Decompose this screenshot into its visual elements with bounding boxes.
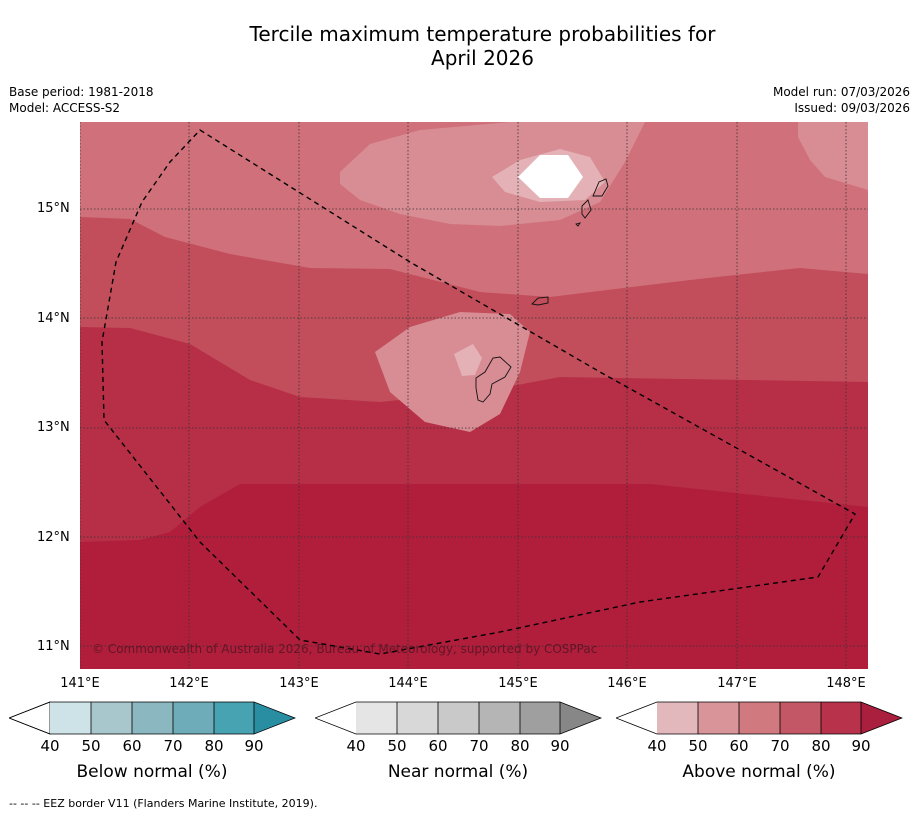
colorbar-below-tick: 40 <box>40 737 60 755</box>
colorbar-below-seg-4 <box>173 702 214 734</box>
lat-label-13n: 13°N <box>37 420 70 435</box>
colorbar-below-seg-3 <box>132 702 173 734</box>
map-svg <box>80 122 868 669</box>
colorbar-near-high-arrow <box>560 702 601 734</box>
colorbar-below-tick: 80 <box>204 737 224 755</box>
colorbar-near-tick: 50 <box>387 737 407 755</box>
colorbar-near-low-arrow <box>315 702 356 734</box>
colorbar-above-seg-5 <box>821 702 861 734</box>
colorbar-above-seg-2 <box>698 702 739 734</box>
band-white-north <box>518 155 583 198</box>
colorbar-above-low-arrow <box>616 702 657 734</box>
colorbar-near-label: Near normal (%) <box>387 762 529 782</box>
colorbar-below <box>9 701 296 735</box>
band-above-40-50-central <box>454 344 482 376</box>
colorbar-below-tick: 50 <box>81 737 101 755</box>
base-period: Base period: 1981-2018 <box>9 85 154 99</box>
colorbar-near-tick: 40 <box>346 737 366 755</box>
chart-title: Tercile maximum temperature probabilitie… <box>0 22 919 70</box>
colorbar-above-seg-4 <box>780 702 821 734</box>
island-saipan <box>592 178 609 197</box>
meta-right: Model run: 07/03/2026 Issued: 09/03/2026 <box>773 84 910 116</box>
model-run: Model run: 07/03/2026 <box>772 85 910 99</box>
colorbar-below-seg-1 <box>50 702 91 734</box>
chart-title-line1: Tercile maximum temperature probabilitie… <box>249 22 716 46</box>
probability-map: © Commonwealth of Australia 2026, Bureau… <box>80 122 868 669</box>
colorbar-near-seg-2 <box>397 702 438 734</box>
lat-label-12n: 12°N <box>37 530 70 545</box>
colorbar-near-tick: 90 <box>550 737 570 755</box>
colorbar-above <box>616 701 903 735</box>
footnote-eez: -- -- -- EEZ border V11 (Flanders Marine… <box>9 797 318 810</box>
colorbar-near-seg-5 <box>520 702 560 734</box>
colorbar-above-seg-1 <box>657 702 698 734</box>
colorbar-below-label: Below normal (%) <box>76 762 228 782</box>
colorbar-near-seg-1 <box>356 702 397 734</box>
lat-label-15n: 15°N <box>37 201 70 216</box>
colorbar-below-tick: 90 <box>244 737 264 755</box>
colorbar-below-high-arrow <box>254 702 295 734</box>
band-above-50-60-central <box>375 312 530 432</box>
colorbar-above-tick: 90 <box>851 737 871 755</box>
colorbar-above-tick: 50 <box>688 737 708 755</box>
colorbar-near-tick: 80 <box>510 737 530 755</box>
lon-label-146e: 146°E <box>607 676 647 691</box>
lon-label-144e: 144°E <box>388 676 428 691</box>
model-name: Model: ACCESS-S2 <box>9 101 121 115</box>
issued-date: Issued: 09/03/2026 <box>794 101 910 115</box>
islands <box>475 178 609 403</box>
colorbar-below-tick: 60 <box>122 737 142 755</box>
colorbar-below-low-arrow <box>9 701 51 735</box>
lat-label-14n: 14°N <box>37 311 70 326</box>
lon-label-148e: 148°E <box>826 676 866 691</box>
island-guam <box>475 356 512 403</box>
band-above-50-60-northeast <box>798 122 868 190</box>
eez-border <box>101 129 856 655</box>
island-aguijan <box>575 222 582 227</box>
lon-label-141e: 141°E <box>60 676 100 691</box>
colorbar-near-tick: 70 <box>469 737 489 755</box>
colorbar-near-seg-3 <box>438 702 479 734</box>
colorbar-above-tick: 80 <box>811 737 831 755</box>
meta-left: Base period: 1981-2018 Model: ACCESS-S2 <box>9 84 154 116</box>
copyright: © Commonwealth of Australia 2026, Bureau… <box>92 642 598 656</box>
colorbar-below-tick: 70 <box>163 737 183 755</box>
chart-title-line2: April 2026 <box>431 46 534 70</box>
colorbar-above-high-arrow <box>861 702 902 734</box>
colorbar-above-tick: 70 <box>770 737 790 755</box>
colorbar-near <box>315 701 602 735</box>
colorbar-above-tick: 60 <box>729 737 749 755</box>
colorbar-above-seg-3 <box>739 702 780 734</box>
lon-label-145e: 145°E <box>498 676 538 691</box>
colorbar-above-label: Above normal (%) <box>682 762 836 782</box>
lat-label-11n: 11°N <box>37 639 70 654</box>
island-tinian <box>581 199 592 219</box>
island-rota <box>531 296 549 306</box>
gridlines <box>80 122 868 669</box>
colorbar-near-tick: 60 <box>428 737 448 755</box>
lon-label-143e: 143°E <box>279 676 319 691</box>
colorbar-below-seg-5 <box>214 702 254 734</box>
lon-label-147e: 147°E <box>717 676 757 691</box>
colorbar-below-seg-2 <box>91 702 132 734</box>
lon-label-142e: 142°E <box>169 676 209 691</box>
colorbar-above-tick: 40 <box>647 737 667 755</box>
colorbar-near-seg-4 <box>479 702 520 734</box>
